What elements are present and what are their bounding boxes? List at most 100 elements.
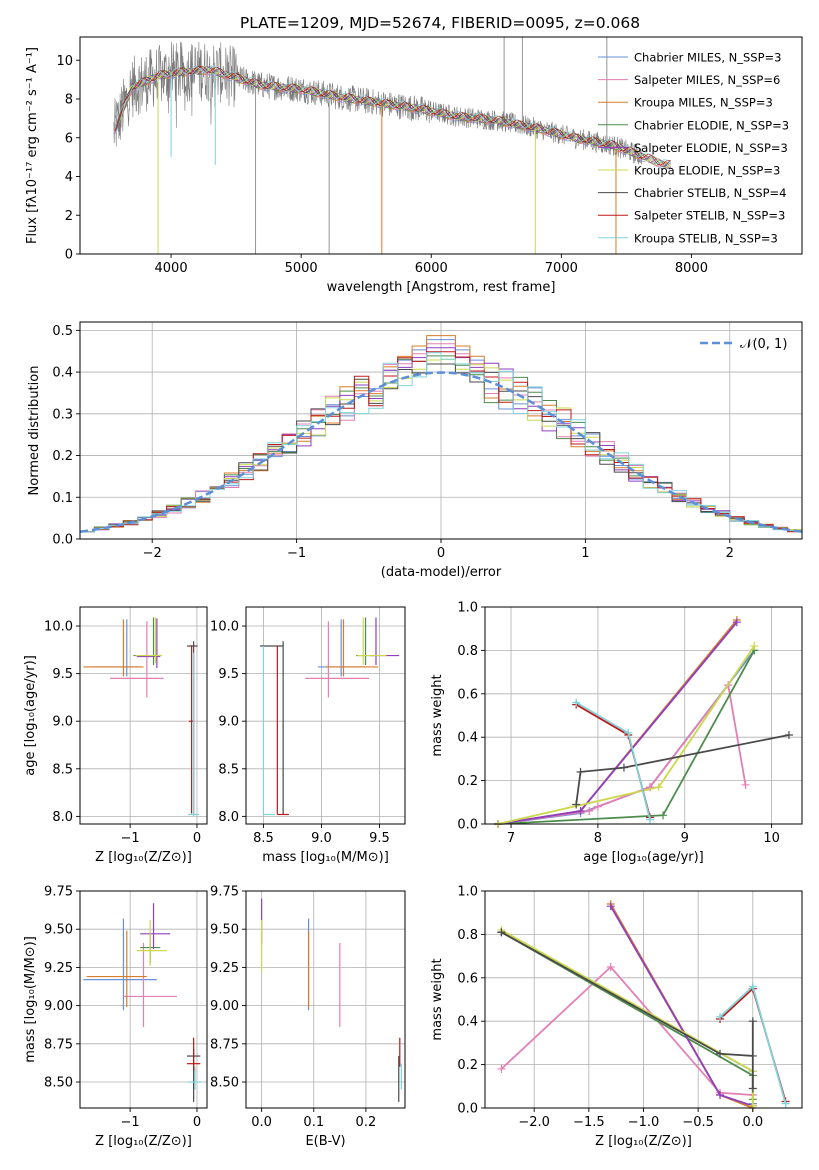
y-tick-label: 9.5 <box>218 667 239 682</box>
y-tick-label: 9.5 <box>52 667 73 682</box>
model-spectrum-line <box>114 65 672 165</box>
y-tick-label: 0.3 <box>52 407 73 422</box>
y-tick-label: 0 <box>65 248 73 263</box>
x-tick-label: 0 <box>437 546 445 561</box>
x-tick-label: 9.5 <box>369 831 390 846</box>
normal-curve <box>80 371 802 533</box>
y-tick-label: 0.2 <box>457 1058 478 1073</box>
weight-line <box>500 931 754 1089</box>
axes-frame <box>245 890 406 1109</box>
plot-area-residuals <box>80 335 802 533</box>
weight-line <box>575 734 790 805</box>
panel-ebv-mass: 0.0 0.1 0.2 8.50 8.75 9.00 9.25 9.50 9.75 E(B-V) <box>210 885 406 1149</box>
y-tick-label: 8.75 <box>210 1037 239 1052</box>
y-tick-label: 0.0 <box>457 1102 478 1117</box>
data-point <box>748 982 757 991</box>
legend-label: Chabrier STELIB, N_SSP=4 <box>634 186 786 200</box>
x-axis-label: E(B-V) <box>305 1134 345 1149</box>
panel-spectrum: 4000 5000 6000 7000 8000 0 2 4 6 8 10 wavelength [A… <box>25 36 803 295</box>
residual-histogram <box>80 335 802 533</box>
panel-z-weight: −2.0 −1.5 −1.0 −0.5 0.0 0.0 0.2 0.4 0.6 0.8 1.0 Z [… <box>430 885 803 1149</box>
y-tick-label: 1.0 <box>457 885 478 900</box>
residual-histogram <box>80 347 802 533</box>
legend-label: Salpeter STELIB, N_SSP=3 <box>634 209 785 223</box>
legend-label: Salpeter ELODIE, N_SSP=3 <box>634 141 788 155</box>
x-tick-label: 8.5 <box>253 831 274 846</box>
model-spectrum-line <box>114 65 672 166</box>
panel-z-mass: −1 0 8.50 8.75 9.00 9.25 9.50 9.75 Z [log₁₀(Z/Z⊙… <box>23 885 208 1149</box>
data-point <box>748 1017 757 1026</box>
y-tick-label: 9.00 <box>44 999 73 1014</box>
y-tick-label: 8.5 <box>52 762 73 777</box>
y-tick-label: 9.00 <box>210 999 239 1014</box>
weight-line <box>497 682 747 825</box>
data-point <box>572 698 581 707</box>
residual-histogram <box>80 343 802 533</box>
axes-frame <box>245 606 406 825</box>
x-axis-label: Z [log₁₀(Z/Z⊙)] <box>95 1134 192 1149</box>
x-axis-label: (data-model)/error <box>381 565 502 580</box>
figure-title: PLATE=1209, MJD=52674, FIBERID=0095, z=0… <box>240 14 640 32</box>
panel-mass-age: 8.5 9.0 9.5 8.0 8.5 9.0 9.5 10.0 mass [log₁₀(M/M… <box>210 606 406 865</box>
x-tick-label: −2 <box>143 546 162 561</box>
model-spectrum-line <box>114 66 672 170</box>
panel-age-weight: 7 8 9 10 0.0 0.2 0.4 0.6 0.8 1.0 age [log₁₀(age/yr… <box>430 601 803 865</box>
panel-z-age: −1 0 8.0 8.5 9.0 9.5 10.0 Z [log₁₀(Z/Z⊙)] age [l… <box>23 606 208 865</box>
x-axis-label: mass [log₁₀(M/M⊙)] <box>262 850 389 865</box>
data-point <box>654 783 663 792</box>
y-tick-label: 0.8 <box>457 644 478 659</box>
data-point <box>781 1099 790 1108</box>
y-axis-label: mass weight <box>430 958 445 1040</box>
y-tick-label: 8.75 <box>44 1037 73 1052</box>
x-axis-label: age [log₁₀(age/yr)] <box>583 850 704 865</box>
axes-frame <box>79 890 208 1109</box>
x-tick-label: −1 <box>121 1115 140 1130</box>
x-tick-label: 2 <box>726 546 734 561</box>
data-point <box>585 806 594 815</box>
y-tick-label: 9.50 <box>210 923 239 938</box>
x-tick-label: 10 <box>763 831 780 846</box>
y-tick-label: 1.0 <box>457 601 478 616</box>
model-spectrum-line <box>114 65 672 167</box>
axes-frame <box>484 890 803 1109</box>
x-tick-label: 1 <box>581 546 589 561</box>
y-tick-label: 0.8 <box>457 928 478 943</box>
data-point <box>659 811 668 820</box>
y-tick-label: 9.75 <box>210 885 239 900</box>
x-tick-label: 8000 <box>675 261 708 276</box>
legend: 𝒩(0, 1) <box>700 337 787 352</box>
y-tick-label: 4 <box>65 170 73 185</box>
plot-area-z-weight <box>497 900 790 1112</box>
data-point <box>576 767 585 776</box>
y-tick-label: 0.6 <box>457 971 478 986</box>
residual-histogram <box>80 363 802 533</box>
legend: Chabrier MILES, N_SSP=3 Salpeter MILES, N… <box>598 51 789 245</box>
x-tick-label: 0.2 <box>356 1115 377 1130</box>
x-tick-label: −1 <box>121 831 140 846</box>
residual-histogram <box>80 352 802 533</box>
legend-label: Kroupa STELIB, N_SSP=3 <box>634 231 778 245</box>
legend-label: Kroupa MILES, N_SSP=3 <box>634 96 773 110</box>
axes-frame <box>79 606 208 825</box>
axes-frame <box>79 321 803 540</box>
y-tick-label: 9.25 <box>44 961 73 976</box>
x-axis-label: Z [log₁₀(Z/Z⊙)] <box>595 1134 692 1149</box>
legend-label: Chabrier MILES, N_SSP=3 <box>634 51 781 65</box>
model-spectrum-line <box>114 67 672 168</box>
x-tick-label: 6000 <box>415 261 448 276</box>
y-tick-label: 8.0 <box>52 810 73 825</box>
x-tick-label: 7000 <box>545 261 578 276</box>
y-tick-label: 10.0 <box>210 620 239 635</box>
data-point <box>784 731 793 740</box>
y-tick-label: 0.6 <box>457 687 478 702</box>
y-tick-label: 9.25 <box>210 961 239 976</box>
axes-frame <box>484 606 803 825</box>
y-tick-label: 9.0 <box>218 715 239 730</box>
x-tick-label: 0.0 <box>742 1115 763 1130</box>
x-axis-label: Z [log₁₀(Z/Z⊙)] <box>95 850 192 865</box>
x-tick-label: −2.0 <box>518 1115 550 1130</box>
data-point <box>497 928 506 937</box>
data-point <box>572 800 581 809</box>
y-tick-label: 2 <box>65 209 73 224</box>
data-point <box>748 1051 757 1060</box>
